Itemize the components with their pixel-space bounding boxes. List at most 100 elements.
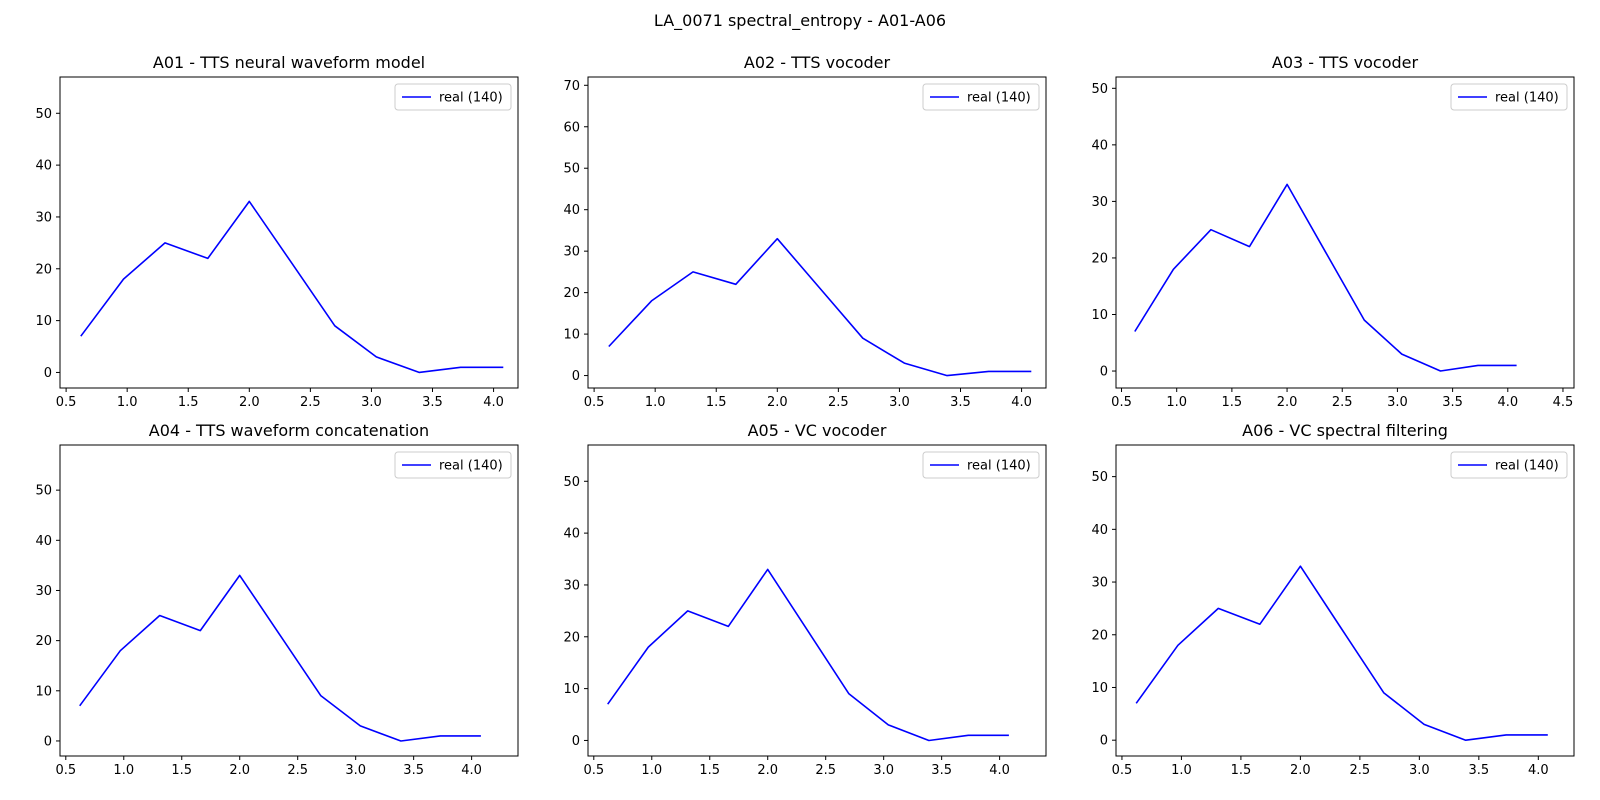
x-tick-label: 2.0 — [1290, 763, 1311, 778]
x-tick-label: 2.5 — [1350, 763, 1371, 778]
x-tick-label: 0.5 — [55, 763, 76, 778]
y-tick-label: 70 — [563, 79, 580, 94]
y-tick-label: 20 — [1091, 628, 1108, 643]
x-tick-label: 2.0 — [757, 763, 778, 778]
x-tick-label: 4.0 — [483, 395, 504, 410]
y-tick-label: 50 — [1091, 82, 1108, 97]
legend-box — [394, 451, 512, 479]
y-tick-label: 10 — [1091, 308, 1108, 323]
x-tick-label: 0.5 — [583, 763, 604, 778]
axes-frame — [587, 76, 1047, 389]
x-tick-label: 3.0 — [345, 763, 366, 778]
legend-label: real (140) — [1495, 459, 1559, 474]
x-tick-label: 0.5 — [56, 395, 77, 410]
y-tick-label: 0 — [1100, 734, 1108, 749]
legend-box — [922, 451, 1040, 479]
axes-frame — [1115, 444, 1575, 757]
x-tick-label: 4.5 — [1553, 395, 1574, 410]
y-tick-label: 30 — [1091, 576, 1108, 591]
x-tick-label: 4.0 — [1528, 763, 1549, 778]
x-tick-label: 3.0 — [873, 763, 894, 778]
y-tick-label: 10 — [563, 682, 580, 697]
chart-panel-6: A06 - VC spectral filtering 0.5 1.0 1.5 2.0 2… — [1091, 421, 1575, 778]
x-tick-label: 4.0 — [1497, 395, 1518, 410]
x-tick-label: 2.5 — [300, 395, 321, 410]
y-tick-label: 0 — [572, 734, 580, 749]
axes-frame — [1115, 76, 1575, 389]
y-tick-label: 20 — [35, 262, 52, 277]
panel-title: A05 - VC vocoder — [748, 421, 887, 440]
x-tick-label: 3.0 — [361, 395, 382, 410]
x-tick-label: 2.0 — [239, 395, 260, 410]
x-tick-label: 1.5 — [171, 763, 192, 778]
x-tick-label: 1.0 — [113, 763, 134, 778]
x-tick-label: 1.0 — [645, 395, 666, 410]
x-tick-label: 0.5 — [1111, 395, 1132, 410]
y-tick-label: 40 — [35, 534, 52, 549]
x-tick-label: 2.0 — [1277, 395, 1298, 410]
series-line — [1135, 565, 1548, 742]
x-tick-label: 4.0 — [1011, 395, 1032, 410]
y-tick-label: 30 — [563, 578, 580, 593]
legend-label: real (140) — [967, 91, 1031, 106]
axes-frame — [587, 444, 1047, 757]
y-tick-label: 0 — [44, 366, 52, 381]
y-tick-label: 40 — [1091, 138, 1108, 153]
chart-panel-2: A02 - TTS vocoder 0.5 1.0 1.5 2.0 2.5 3.0 3.5 4.… — [563, 53, 1047, 410]
x-tick-label: 1.0 — [641, 763, 662, 778]
x-tick-label: 1.0 — [1171, 763, 1192, 778]
y-tick-label: 60 — [563, 120, 580, 135]
y-tick-label: 40 — [1091, 523, 1108, 538]
x-tick-label: 2.5 — [828, 395, 849, 410]
x-tick-label: 2.0 — [229, 763, 250, 778]
series-line — [1134, 183, 1517, 372]
legend-box — [1450, 451, 1568, 479]
x-tick-label: 1.5 — [706, 395, 727, 410]
y-tick-label: 40 — [35, 159, 52, 174]
x-tick-label: 0.5 — [584, 395, 605, 410]
x-tick-label: 3.5 — [403, 763, 424, 778]
axes-frame — [59, 444, 519, 757]
y-tick-label: 40 — [563, 527, 580, 542]
x-tick-label: 2.5 — [1332, 395, 1353, 410]
chart-panel-4: A04 - TTS waveform concatenation 0.5 1.0 1.… — [35, 421, 519, 778]
x-tick-label: 1.0 — [1166, 395, 1187, 410]
y-tick-label: 20 — [563, 630, 580, 645]
panel-title: A04 - TTS waveform concatenation — [149, 421, 429, 440]
x-tick-label: 2.0 — [767, 395, 788, 410]
legend-box — [922, 83, 1040, 111]
series-line — [80, 200, 504, 374]
series-line — [608, 237, 1032, 377]
legend-label: real (140) — [439, 91, 503, 106]
y-tick-label: 50 — [35, 484, 52, 499]
chart-panel-5: A05 - VC vocoder 0.5 1.0 1.5 2.0 2.5 3.0 3.5 4.0… — [563, 421, 1047, 778]
panel-title: A01 - TTS neural waveform model — [153, 53, 425, 72]
y-tick-label: 30 — [1091, 195, 1108, 210]
x-tick-label: 3.5 — [422, 395, 443, 410]
x-tick-label: 4.0 — [989, 763, 1010, 778]
y-tick-label: 0 — [1100, 365, 1108, 380]
x-tick-label: 3.5 — [950, 395, 971, 410]
x-tick-label: 3.0 — [1387, 395, 1408, 410]
y-tick-label: 10 — [1091, 681, 1108, 696]
legend-box — [394, 83, 512, 111]
x-tick-label: 1.0 — [117, 395, 138, 410]
y-tick-label: 30 — [563, 245, 580, 260]
panel-title: A06 - VC spectral filtering — [1242, 421, 1448, 440]
legend-label: real (140) — [439, 459, 503, 474]
y-tick-label: 10 — [35, 314, 52, 329]
x-tick-label: 1.5 — [699, 763, 720, 778]
x-tick-label: 3.5 — [1468, 763, 1489, 778]
x-tick-label: 0.5 — [1112, 763, 1133, 778]
legend-label: real (140) — [1495, 91, 1559, 106]
chart-panel-3: A03 - TTS vocoder 0.5 1.0 1.5 2.0 2.5 3.0 3.5 4.… — [1091, 53, 1575, 410]
x-tick-label: 4.0 — [461, 763, 482, 778]
series-line — [79, 574, 481, 742]
y-tick-label: 50 — [1091, 470, 1108, 485]
legend-box — [1450, 83, 1568, 111]
y-tick-label: 40 — [563, 203, 580, 218]
x-tick-label: 1.5 — [178, 395, 199, 410]
panel-title: A02 - TTS vocoder — [744, 53, 891, 72]
y-tick-label: 50 — [563, 162, 580, 177]
